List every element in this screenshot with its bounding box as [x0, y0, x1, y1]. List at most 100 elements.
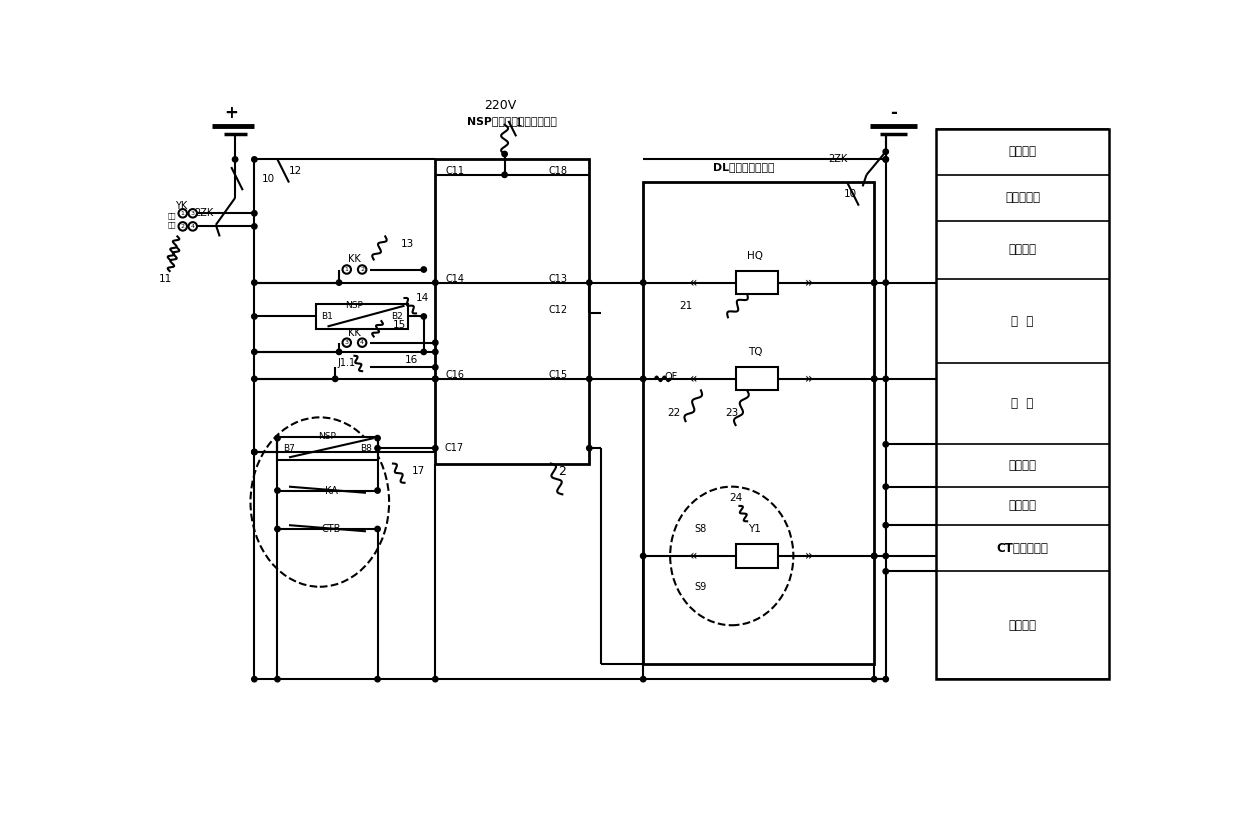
Text: C11: C11 [445, 166, 464, 176]
Circle shape [587, 377, 591, 381]
Circle shape [872, 553, 877, 558]
Text: B1: B1 [321, 312, 334, 321]
Text: +: + [224, 104, 238, 122]
Text: TQ: TQ [748, 347, 763, 357]
Circle shape [374, 676, 381, 682]
Text: 1: 1 [345, 267, 348, 272]
Text: »: » [805, 372, 813, 385]
Circle shape [872, 377, 877, 381]
Text: 17: 17 [412, 466, 425, 476]
Text: 合  闸: 合 闸 [1012, 315, 1034, 328]
Text: 23: 23 [725, 408, 738, 418]
Circle shape [252, 676, 257, 682]
Text: 2: 2 [558, 465, 567, 478]
Text: CTB: CTB [321, 524, 341, 534]
Circle shape [433, 280, 438, 285]
Text: 控制母线: 控制母线 [1008, 145, 1037, 158]
Circle shape [252, 449, 257, 455]
Text: -: - [890, 104, 897, 122]
Circle shape [433, 340, 438, 346]
Text: YK: YK [175, 200, 187, 210]
Text: 3: 3 [191, 211, 195, 216]
Text: 22: 22 [667, 408, 681, 418]
Text: DL（高压断路器）: DL（高压断路器） [713, 162, 774, 172]
Bar [735, 544, 777, 567]
Text: 12: 12 [289, 166, 303, 176]
Text: 装置电源: 装置电源 [1008, 244, 1037, 257]
Text: 2: 2 [181, 224, 185, 229]
Circle shape [872, 280, 877, 285]
Text: 1: 1 [181, 211, 185, 216]
Circle shape [275, 676, 280, 682]
Bar [936, 129, 1109, 679]
Circle shape [433, 377, 438, 381]
Text: 16: 16 [404, 355, 418, 364]
Text: 21: 21 [680, 301, 692, 311]
Circle shape [336, 349, 342, 355]
Text: 2ZK: 2ZK [828, 154, 847, 165]
Text: 11: 11 [159, 274, 172, 284]
Text: 超温保护: 超温保护 [1008, 500, 1037, 513]
Text: 速断保护: 速断保护 [1008, 459, 1037, 472]
Circle shape [433, 364, 438, 370]
Circle shape [883, 553, 888, 558]
Text: 4: 4 [191, 224, 195, 229]
Text: 4: 4 [360, 340, 365, 346]
Text: KK: KK [348, 254, 361, 265]
Circle shape [252, 156, 257, 162]
Text: C18: C18 [549, 166, 568, 176]
Circle shape [422, 314, 427, 319]
Text: «: « [689, 275, 697, 289]
Text: 13: 13 [401, 239, 414, 249]
Bar [316, 304, 408, 328]
Text: 15: 15 [393, 320, 407, 330]
Circle shape [433, 377, 438, 381]
Circle shape [883, 484, 888, 489]
Text: C15: C15 [549, 370, 568, 380]
Text: QF: QF [665, 372, 678, 381]
Circle shape [252, 280, 257, 285]
Circle shape [883, 156, 888, 162]
Text: »: » [805, 275, 813, 289]
Circle shape [641, 553, 646, 558]
Text: 闭锁回路: 闭锁回路 [1008, 619, 1037, 632]
Text: S8: S8 [694, 524, 707, 534]
Text: S9: S9 [694, 582, 707, 592]
Circle shape [502, 172, 507, 178]
Text: 1: 1 [516, 118, 523, 128]
Circle shape [872, 553, 877, 558]
Circle shape [641, 280, 646, 285]
Bar [435, 160, 589, 464]
Text: NSP: NSP [319, 432, 336, 441]
Text: 24: 24 [729, 493, 743, 503]
Circle shape [252, 210, 257, 216]
Circle shape [883, 149, 888, 154]
Circle shape [422, 349, 427, 355]
Circle shape [252, 314, 257, 319]
Text: 2: 2 [360, 267, 365, 272]
Circle shape [332, 377, 337, 381]
Circle shape [374, 435, 381, 441]
Text: C13: C13 [549, 274, 568, 284]
Circle shape [275, 488, 280, 493]
Circle shape [433, 446, 438, 451]
Bar [278, 437, 377, 460]
Circle shape [433, 676, 438, 682]
Text: B8: B8 [360, 443, 372, 452]
Circle shape [252, 377, 257, 381]
Circle shape [374, 526, 381, 531]
Circle shape [587, 280, 591, 285]
Circle shape [883, 156, 888, 162]
Circle shape [641, 676, 646, 682]
Bar [735, 271, 777, 294]
Circle shape [422, 267, 427, 272]
Text: 220V: 220V [485, 99, 517, 112]
Text: C17: C17 [445, 443, 464, 453]
Text: «: « [689, 372, 697, 385]
Text: B2: B2 [391, 312, 403, 321]
Text: 就地: 就地 [167, 222, 176, 228]
Circle shape [252, 449, 257, 455]
Text: KA: KA [325, 486, 337, 496]
Circle shape [872, 676, 877, 682]
Text: C16: C16 [445, 370, 464, 380]
